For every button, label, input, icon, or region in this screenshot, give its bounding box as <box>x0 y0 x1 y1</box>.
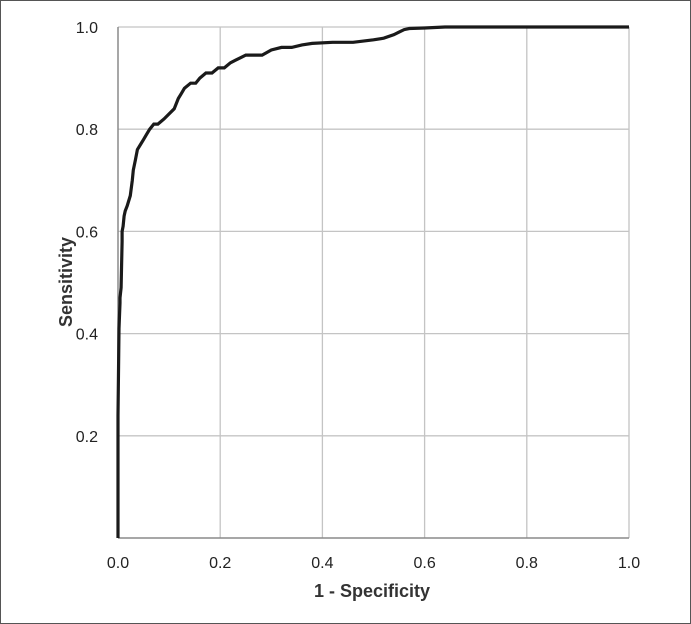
x-tick-label: 0.2 <box>209 555 231 572</box>
tick-labels: 0.0 0.2 0.4 0.6 0.8 1.0 0.2 0.4 0.6 0.8 1.0 <box>76 20 640 572</box>
x-tick-label: 0.4 <box>311 555 333 572</box>
x-tick-label: 0.6 <box>413 555 435 572</box>
y-tick-label: 0.2 <box>76 429 98 446</box>
x-axis-title: 1 - Specificity <box>314 581 430 601</box>
grid <box>118 26 630 538</box>
y-tick-label: 0.6 <box>76 224 98 241</box>
y-axis-title: Sensitivity <box>56 237 76 327</box>
series <box>116 25 629 538</box>
axes <box>117 27 629 539</box>
y-tick-label: 0.4 <box>76 327 98 344</box>
roc-curve-line <box>116 25 629 538</box>
x-tick-label: 1.0 <box>618 555 640 572</box>
y-tick-label: 1.0 <box>76 20 98 37</box>
y-tick-label: 0.8 <box>76 122 98 139</box>
x-tick-label: 0.8 <box>516 555 538 572</box>
x-tick-label: 0.0 <box>107 555 129 572</box>
